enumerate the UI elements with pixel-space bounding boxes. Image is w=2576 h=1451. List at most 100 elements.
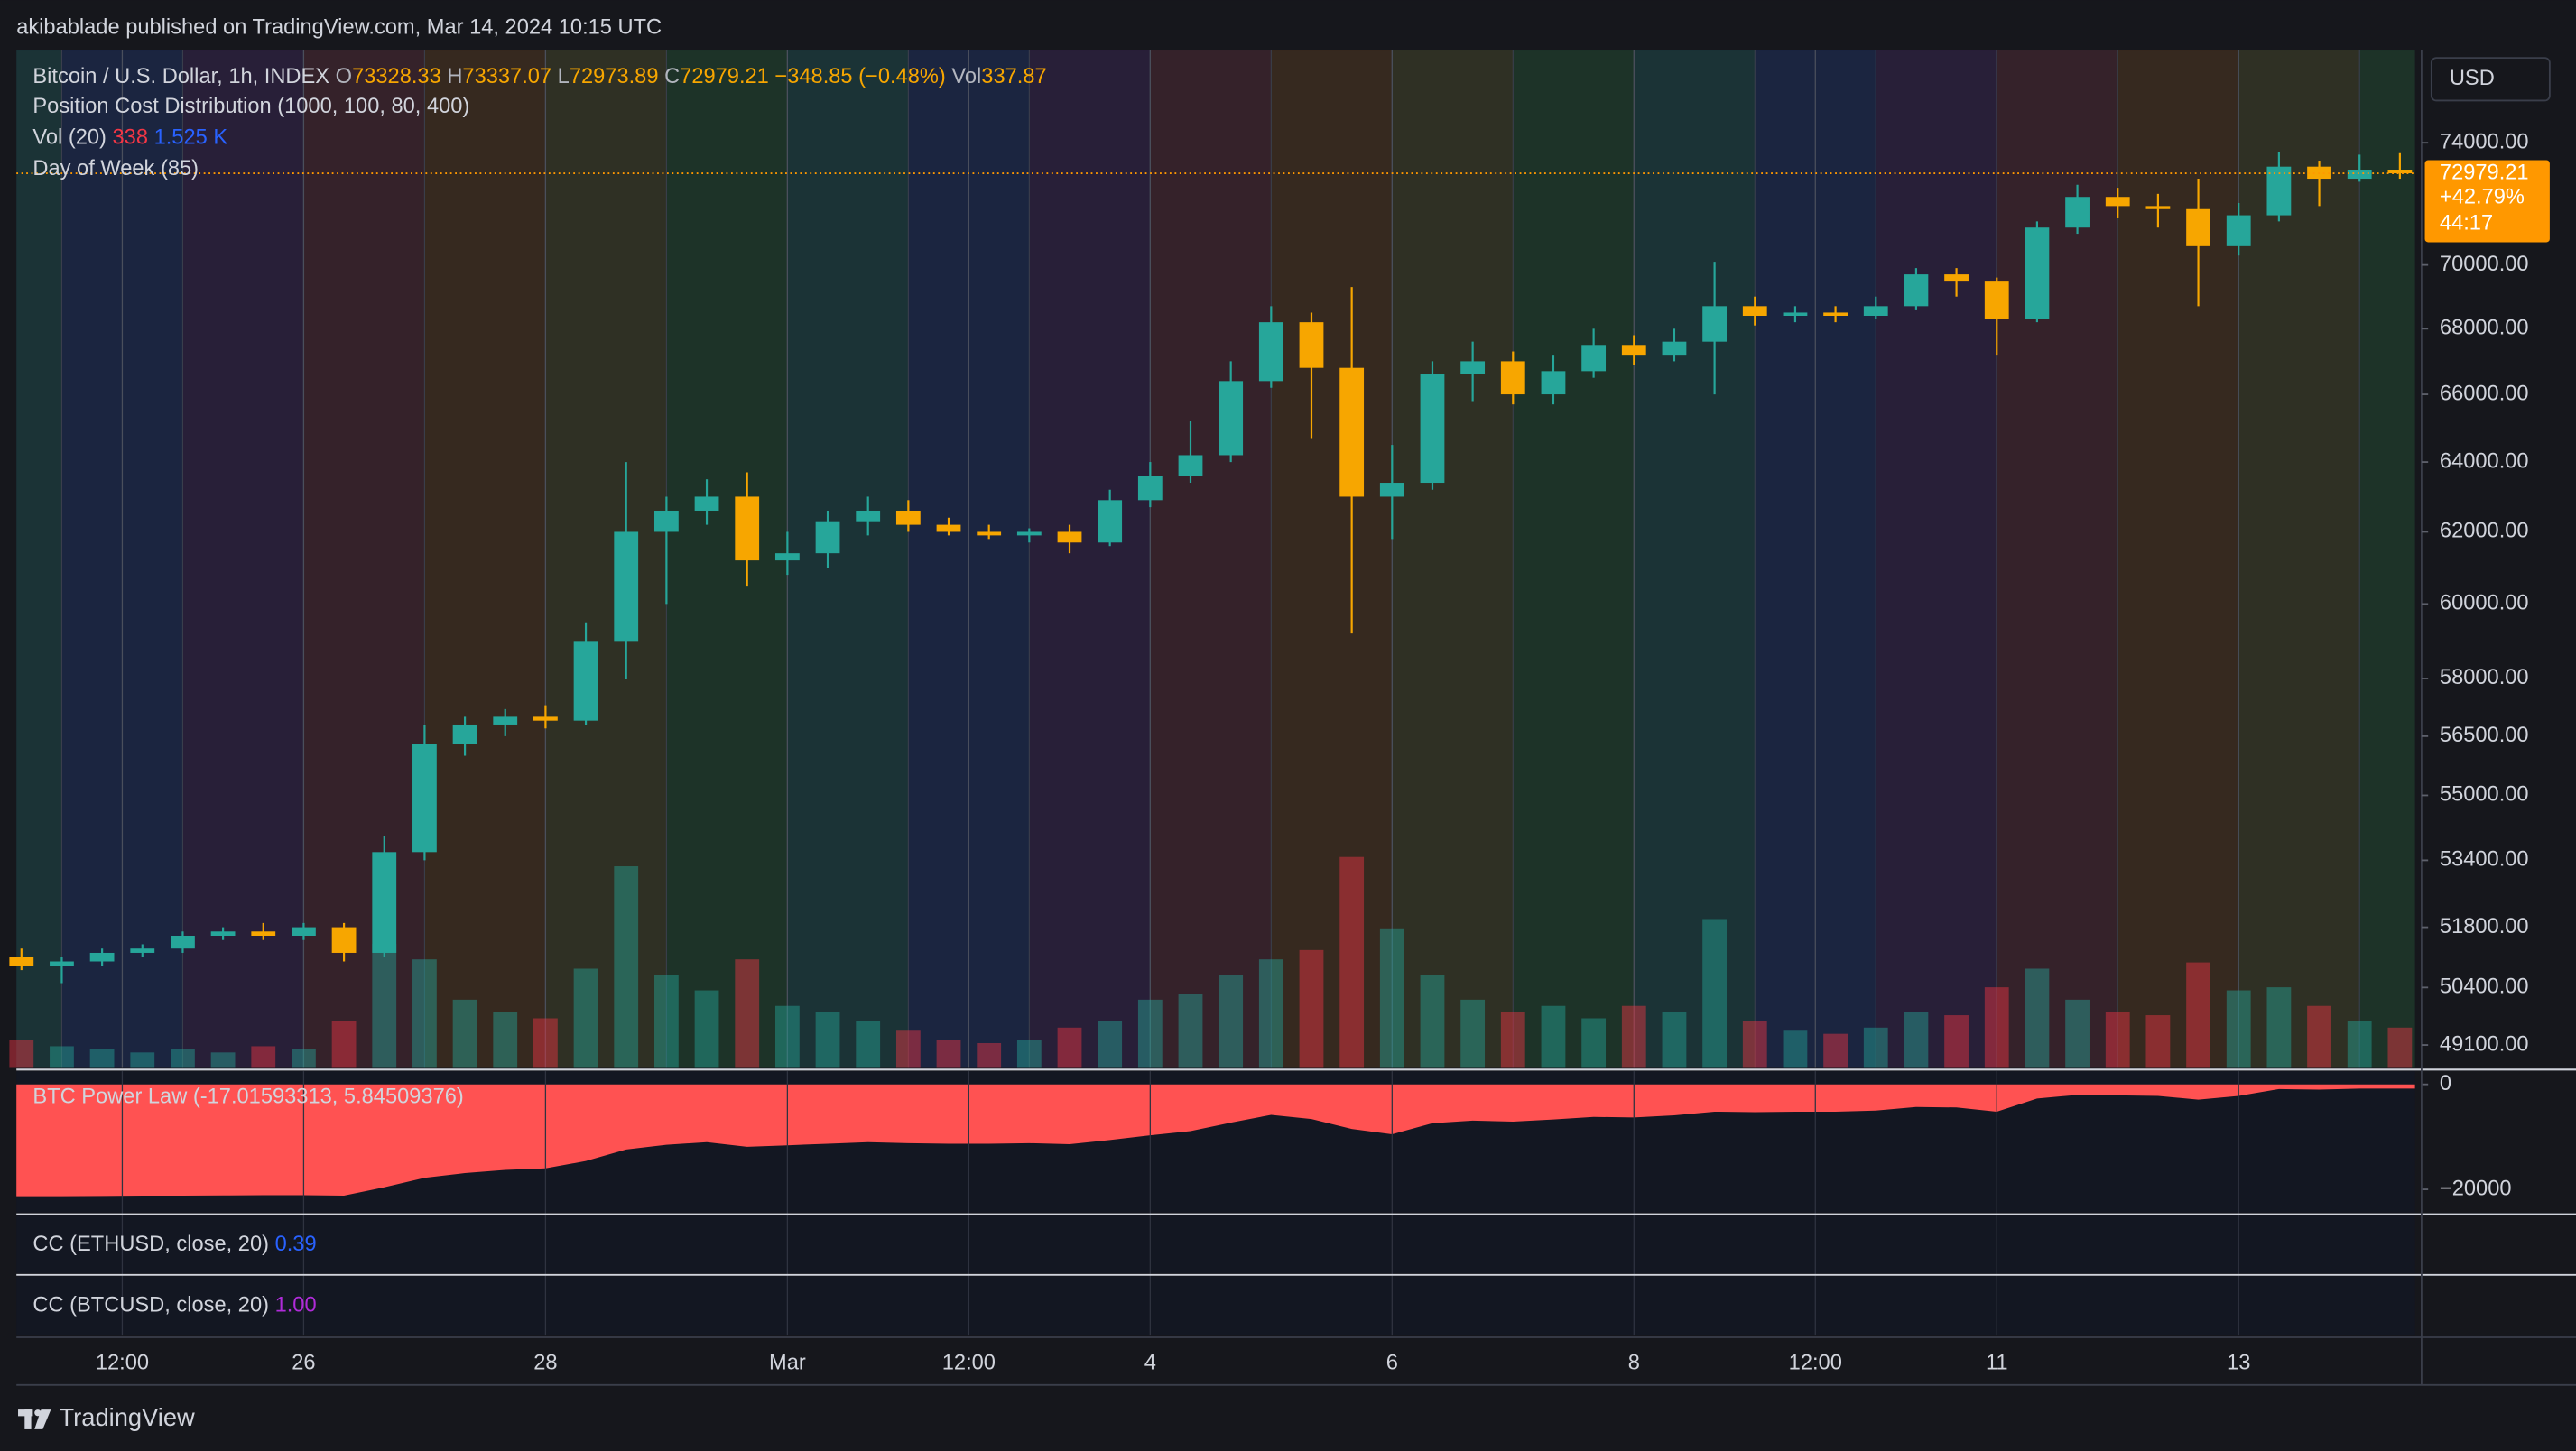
candle-body	[292, 927, 316, 937]
volume-bar	[533, 1018, 558, 1068]
candle-body	[2065, 197, 2090, 228]
volume-bar	[1299, 949, 1324, 1068]
candle-body	[856, 510, 881, 522]
candle-body	[1823, 312, 1848, 317]
candle-body	[1702, 306, 1728, 342]
indicator-legend: Day of Week (85)	[32, 157, 199, 180]
candle-body	[1057, 531, 1082, 543]
candle-body	[977, 531, 1002, 536]
volume-bar	[2065, 999, 2090, 1068]
volume-bar	[1581, 1018, 1607, 1068]
y-tick-label: 51800.00	[2440, 915, 2529, 938]
cc-value: 1.00	[275, 1294, 317, 1317]
day-stripe	[2238, 50, 2360, 1068]
x-tick-label: Mar	[769, 1351, 806, 1374]
volume-bar	[895, 1030, 921, 1068]
x-tick-label: 11	[1986, 1351, 2008, 1374]
x-tick-label: 28	[533, 1351, 557, 1374]
volume-bar	[50, 1046, 74, 1068]
candle-body	[89, 952, 115, 962]
volume-bar	[89, 1049, 115, 1068]
day-stripe	[666, 50, 788, 1068]
y-tick-label: 66000.00	[2440, 382, 2529, 405]
candle-body	[372, 852, 397, 953]
volume-bar	[1984, 987, 2009, 1068]
volume-bar	[977, 1042, 1002, 1068]
volume-bar	[2226, 990, 2251, 1068]
candle-body	[1258, 322, 1283, 382]
candle-body	[614, 531, 639, 642]
indicator-name: Vol (20)	[32, 126, 107, 150]
volume-bar	[774, 1005, 800, 1068]
cc-btc-pane	[16, 1276, 2415, 1336]
price-tag	[2424, 160, 2550, 243]
x-tick-label: 12:00	[942, 1351, 996, 1374]
day-stripe	[1513, 50, 1635, 1068]
candle-body	[1420, 374, 1445, 484]
cc-title: CC (ETHUSD, close, 20)	[32, 1233, 269, 1256]
candle-body	[1742, 306, 1767, 317]
y-tick-label: 50400.00	[2440, 975, 2529, 999]
candle-body	[936, 524, 961, 532]
y-tick-label: −20000	[2440, 1177, 2512, 1200]
volume-bar	[210, 1052, 236, 1068]
day-stripe	[1876, 50, 1997, 1068]
volume-bar	[171, 1049, 195, 1068]
price-axis: 74000.00 70000.00 68000.00 66000.00 64000.00…	[2421, 130, 2550, 1056]
day-stripe	[424, 50, 546, 1068]
legend-key: L	[558, 65, 570, 88]
y-tick-label: 0	[2440, 1072, 2451, 1095]
legend-key: O	[336, 65, 352, 88]
x-tick-label: 8	[1628, 1351, 1640, 1374]
candle-body	[331, 927, 357, 953]
volume	[9, 856, 2413, 1068]
volume-bar	[1702, 919, 1728, 1068]
x-tick-label: 6	[1386, 1351, 1398, 1374]
candle-body	[1379, 483, 1404, 497]
logo-part	[24, 1409, 32, 1429]
x-tick-label: 4	[1144, 1351, 1156, 1374]
volume-bar	[2266, 987, 2292, 1068]
x-tick-label: 13	[2227, 1351, 2250, 1374]
volume-bar	[936, 1040, 961, 1068]
symbol-legend: Bitcoin / U.S. Dollar, 1h, INDEX O73328.…	[32, 65, 1046, 88]
cc-legend: CC (BTCUSD, close, 20) 1.00	[32, 1294, 316, 1317]
volume-bar	[1420, 975, 1445, 1068]
x-tick-label: 26	[292, 1351, 315, 1374]
legend-value: 72979.21	[680, 65, 769, 88]
legend-key: H	[447, 65, 462, 88]
day-stripe	[787, 50, 909, 1068]
candle-body	[815, 521, 840, 554]
volume-bar	[1137, 999, 1163, 1068]
cc-legend: CC (ETHUSD, close, 20) 0.39	[32, 1233, 316, 1256]
candle-body	[1016, 531, 1042, 536]
candle-body	[1500, 361, 1525, 395]
cc-title: CC (BTCUSD, close, 20)	[32, 1294, 269, 1317]
day-stripe	[2359, 50, 2415, 1068]
volume-bar	[2387, 1027, 2413, 1068]
candle-body	[533, 716, 558, 721]
volume-bar	[251, 1046, 276, 1068]
currency[interactable]: USD	[2450, 67, 2495, 90]
candle-body	[1904, 274, 1929, 307]
day-stripe	[1271, 50, 1393, 1068]
volume-bar	[2347, 1021, 2372, 1068]
volume-bar	[1662, 1012, 1687, 1068]
currency-box[interactable]	[2430, 57, 2551, 102]
y-tick-label: 64000.00	[2440, 449, 2529, 473]
volume-bar	[735, 959, 760, 1068]
volume-bar	[1460, 999, 1486, 1068]
logo-part	[34, 1409, 51, 1429]
candle-body	[1783, 312, 1808, 317]
volume-bar	[1098, 1021, 1123, 1068]
candle-body	[50, 961, 74, 966]
candles	[9, 152, 2415, 984]
y-tick-label: 68000.00	[2440, 317, 2529, 340]
candle-body	[1339, 367, 1365, 497]
volume-bar	[1219, 975, 1244, 1068]
power-law: 0 −20000	[16, 1072, 2512, 1200]
candle-body	[573, 641, 598, 721]
time-axis: 12:00 26 28 Mar 12:00 4 6 8 12:00 11 13	[96, 1071, 2250, 1374]
day-stripe	[16, 50, 62, 1068]
